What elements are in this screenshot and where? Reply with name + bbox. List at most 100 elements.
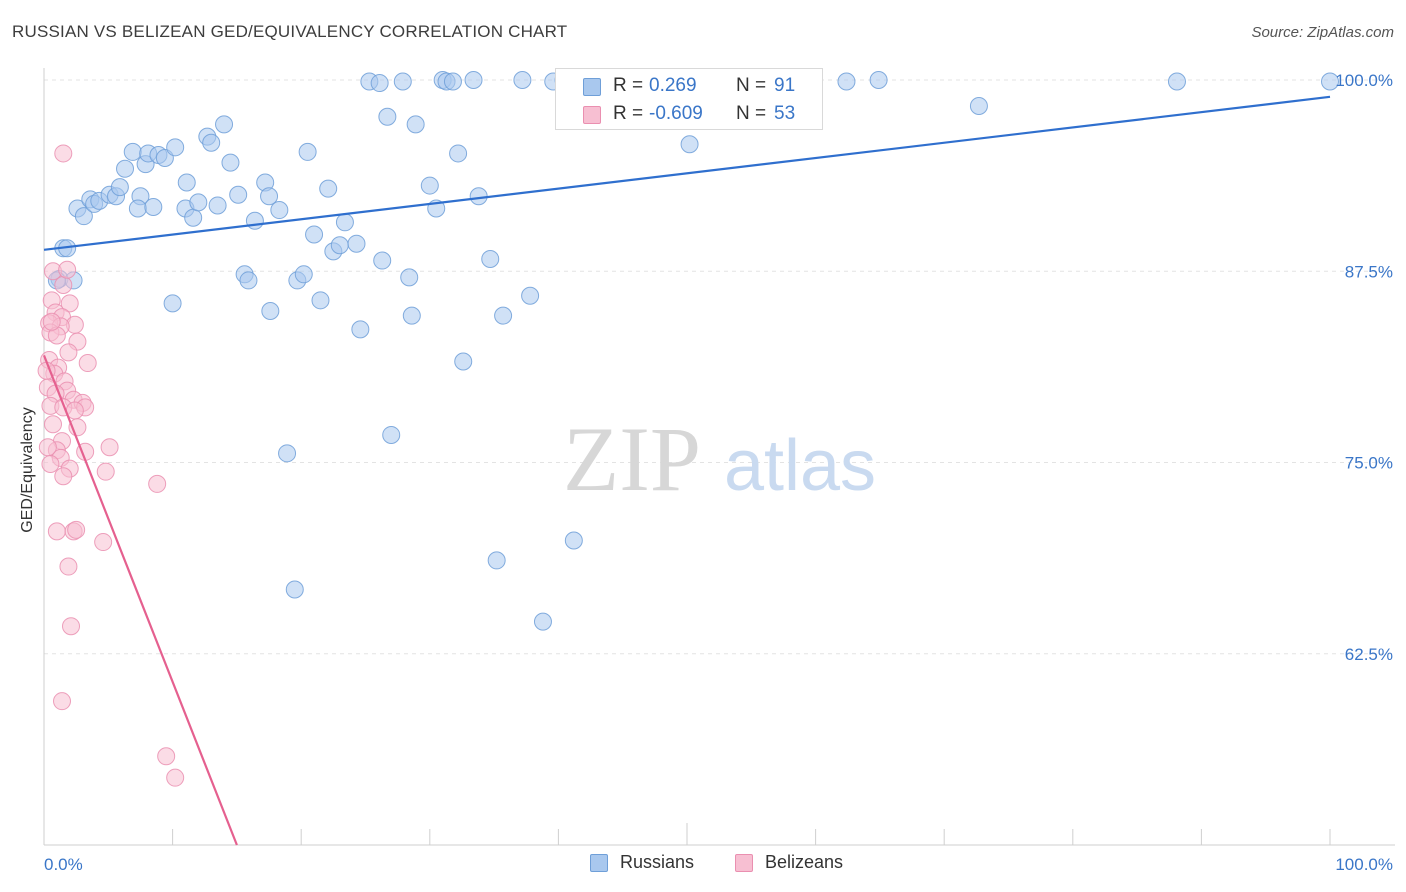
russian-point (222, 154, 239, 171)
n-label: N = (736, 103, 766, 125)
legend-row-russians: R = 0.269 N = 91 (556, 71, 822, 101)
n-label: N = (736, 75, 766, 97)
russian-point (681, 136, 698, 153)
russian-point (111, 179, 128, 196)
belizean-point (59, 261, 76, 278)
belizean-point (79, 355, 96, 372)
belizean-point (158, 748, 175, 765)
russian-point (240, 272, 257, 289)
y-tick-label: 62.5% (1345, 645, 1393, 664)
russian-point (488, 552, 505, 569)
belizean-point (42, 456, 59, 473)
y-tick-label: 100.0% (1335, 71, 1393, 90)
russian-point (320, 180, 337, 197)
axes-layer (44, 68, 1395, 845)
y-tick-label: 75.0% (1345, 454, 1393, 473)
legend-label-belizeans: Belizeans (765, 852, 843, 873)
russian-point (129, 200, 146, 217)
russian-point (216, 116, 233, 133)
russian-point (522, 287, 539, 304)
russian-point (482, 251, 499, 268)
russian-point (838, 73, 855, 90)
y-tick-label: 87.5% (1345, 262, 1393, 281)
belizean-point (55, 145, 72, 162)
russian-point (374, 252, 391, 269)
russian-point (164, 295, 181, 312)
russian-point (465, 72, 482, 89)
russian-point (203, 134, 220, 151)
belizean-point (167, 769, 184, 786)
r-value: 0.269 (649, 75, 697, 97)
russian-point (403, 307, 420, 324)
russian-point (870, 72, 887, 89)
russian-point (455, 353, 472, 370)
russian-point (124, 143, 141, 160)
belizean-point (55, 468, 72, 485)
belizean-point (97, 463, 114, 480)
russian-point (495, 307, 512, 324)
russian-point (331, 237, 348, 254)
russian-point (306, 226, 323, 243)
russian-point (470, 188, 487, 205)
x-tick-label: 0.0% (44, 855, 83, 874)
russians-swatch (590, 854, 608, 872)
r-label: R = (613, 75, 643, 97)
belizeans-swatch (735, 854, 753, 872)
russian-point (379, 108, 396, 125)
russian-point (407, 116, 424, 133)
russian-point (421, 177, 438, 194)
belizean-point (48, 523, 65, 540)
belizean-point (68, 521, 85, 538)
belizean-point (45, 416, 62, 433)
russian-point (262, 303, 279, 320)
correlation-legend: R = 0.269 N = 91 R = -0.609 N = 53 (555, 68, 823, 130)
scatter-plot: ZIP atlas 62.5% 75.0% 87.5% 100.0% 0.0% 100.0… (0, 0, 1406, 892)
russian-point (295, 266, 312, 283)
belizean-point (54, 693, 71, 710)
belizean-point (43, 313, 60, 330)
watermark: ZIP atlas (563, 408, 876, 510)
russian-point (145, 198, 162, 215)
grid-layer (44, 80, 1395, 654)
russian-point (336, 214, 353, 231)
russian-point (271, 202, 288, 219)
watermark-zip: ZIP (563, 408, 701, 510)
belizean-point (39, 439, 56, 456)
russian-point (383, 426, 400, 443)
x-tick-label: 100.0% (1335, 855, 1393, 874)
belizean-point (101, 439, 118, 456)
russian-point (514, 72, 531, 89)
russian-point (312, 292, 329, 309)
belizean-point (95, 534, 112, 551)
russian-point (190, 194, 207, 211)
y-axis-label: GED/Equivalency (19, 407, 37, 532)
legend-row-belizeans: R = -0.609 N = 53 (556, 99, 822, 129)
russian-point (394, 73, 411, 90)
russian-point (970, 98, 987, 115)
russian-point (230, 186, 247, 203)
n-value: 53 (774, 103, 795, 125)
belizeans-trend-line (44, 355, 237, 845)
russian-point (444, 73, 461, 90)
russian-point (185, 209, 202, 226)
russian-point (167, 139, 184, 156)
r-label: R = (613, 103, 643, 125)
russian-point (279, 445, 296, 462)
russian-point (209, 197, 226, 214)
watermark-atlas: atlas (724, 426, 876, 506)
belizeans-swatch (583, 106, 601, 124)
russian-point (1168, 73, 1185, 90)
belizean-point (55, 277, 72, 294)
russian-point (534, 613, 551, 630)
russian-point (348, 235, 365, 252)
russian-point (352, 321, 369, 338)
russian-point (117, 160, 134, 177)
legend-label-russians: Russians (620, 852, 694, 873)
russians-swatch (583, 78, 601, 96)
n-value: 91 (774, 75, 795, 97)
r-value: -0.609 (649, 103, 703, 125)
belizean-point (149, 475, 166, 492)
russian-point (450, 145, 467, 162)
russian-point (178, 174, 195, 191)
russian-point (565, 532, 582, 549)
